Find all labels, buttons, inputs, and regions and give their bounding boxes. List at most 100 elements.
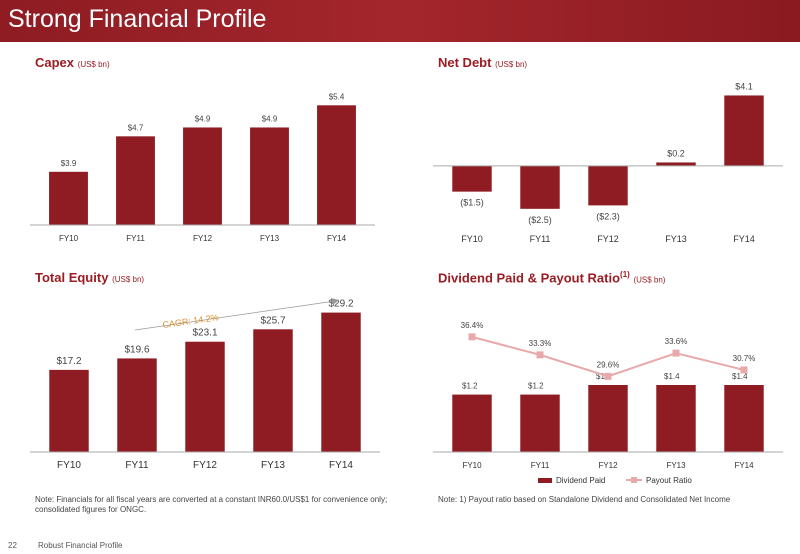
total-equity-title: Total Equity (US$ bn) — [35, 270, 144, 285]
page-number: 22 — [8, 541, 17, 550]
x-tick-fy14: FY14 — [733, 234, 755, 244]
dividend-bar-fy13 — [656, 385, 696, 452]
x-tick-fy10: FY10 — [462, 461, 482, 470]
payout-marker-fy14 — [740, 366, 748, 374]
dividend-bar-fy10 — [452, 394, 492, 452]
dividend-label-fy11: $1.2 — [528, 382, 544, 391]
payout-marker-fy10 — [468, 333, 476, 341]
bar-fy11 — [116, 136, 155, 225]
data-label-fy12: $23.1 — [192, 328, 217, 339]
data-label-fy10: ($1.5) — [460, 198, 484, 208]
dividend-bar-fy11 — [520, 394, 560, 452]
data-label-fy10: $3.9 — [61, 159, 77, 168]
net-debt-chart: ($1.5) FY10 ($2.5) FY11 ($2.3) FY12 $0.2 FY13 $4… — [433, 81, 783, 244]
payout-marker-fy12 — [604, 372, 612, 380]
bar-fy10 — [49, 171, 88, 225]
note-left: Note: Financials for all fiscal years ar… — [35, 495, 388, 514]
slide-title: Strong Financial Profile — [8, 5, 267, 33]
payout-marker-fy13 — [672, 349, 680, 357]
legend-swatch-dividend — [538, 478, 552, 483]
x-tick-fy10: FY10 — [461, 234, 483, 244]
capex-title-text: Capex — [35, 55, 75, 70]
slide-header: Strong Financial Profile — [0, 0, 800, 42]
bar-fy13 — [250, 127, 289, 225]
data-label-fy14: $4.1 — [735, 81, 753, 91]
x-tick-fy10: FY10 — [59, 234, 79, 243]
data-label-fy11: $19.6 — [124, 344, 149, 355]
x-tick-fy10: FY10 — [57, 460, 81, 471]
dividend-bar-fy14 — [724, 385, 764, 452]
bar-fy12 — [183, 127, 222, 225]
legend-swatch-payout — [631, 477, 637, 483]
x-tick-fy14: FY14 — [329, 460, 353, 471]
total-equity-chart: $17.2 FY10 $19.6 FY11 $23.1 FY12 $25.7 FY13 $29.… — [30, 298, 380, 471]
x-tick-fy12: FY12 — [193, 460, 217, 471]
net-debt-unit: (US$ bn) — [495, 60, 528, 69]
dividend-label-fy10: $1.2 — [462, 382, 478, 391]
x-tick-fy11: FY11 — [126, 234, 145, 243]
x-tick-fy13: FY13 — [665, 234, 687, 244]
bar-fy12 — [185, 341, 225, 452]
footer-text: Robust Financial Profile — [38, 541, 123, 550]
data-label-fy13: $4.9 — [262, 114, 278, 123]
x-tick-fy14: FY14 — [734, 461, 754, 470]
capex-title: Capex (US$ bn) — [35, 55, 110, 70]
x-tick-fy11: FY11 — [530, 234, 551, 244]
x-tick-fy11: FY11 — [125, 460, 149, 471]
data-label-fy10: $17.2 — [56, 356, 81, 367]
x-tick-fy13: FY13 — [261, 460, 285, 471]
x-tick-fy13: FY13 — [260, 234, 280, 243]
note-right: Note: 1) Payout ratio based on Standalon… — [438, 495, 731, 504]
payout-label-fy10: 36.4% — [461, 321, 484, 330]
data-label-fy11: ($2.5) — [528, 215, 552, 225]
total-equity-title-text: Total Equity — [35, 270, 109, 285]
dividend-title: Dividend Paid & Payout Ratio(1) (US$ bn) — [438, 270, 665, 285]
data-label-fy13: $25.7 — [260, 315, 285, 326]
cagr-arrow-line — [134, 300, 336, 331]
dividend-label-fy12: $1.4 — [596, 372, 612, 381]
x-tick-fy12: FY12 — [193, 234, 213, 243]
payout-label-fy13: 33.6% — [665, 337, 688, 346]
capex-unit: (US$ bn) — [77, 60, 110, 69]
net-debt-title: Net Debt (US$ bn) — [438, 55, 527, 70]
dividend-chart: $1.2 FY10 $1.2 FY11 $1.4 FY12 $1.4 FY13 $1.4 FY14… — [433, 321, 783, 485]
dividend-title-footnote: (1) — [620, 270, 630, 279]
bar-fy14 — [724, 95, 764, 166]
bar-fy12 — [588, 165, 628, 206]
data-label-fy14: $5.4 — [329, 92, 345, 101]
payout-label-fy11: 33.3% — [529, 339, 552, 348]
bar-fy11 — [520, 165, 560, 209]
dividend-bar-fy12 — [588, 385, 628, 452]
data-label-fy14: $29.2 — [328, 299, 353, 310]
x-tick-fy14: FY14 — [327, 234, 347, 243]
bar-fy14 — [317, 105, 356, 225]
bar-fy10 — [49, 369, 89, 452]
dividend-unit: (US$ bn) — [633, 275, 666, 285]
bar-fy14 — [321, 312, 361, 452]
x-tick-fy11: FY11 — [531, 461, 550, 470]
data-label-fy12: $4.9 — [195, 114, 211, 123]
x-tick-fy12: FY12 — [598, 461, 618, 470]
payout-label-fy14: 30.7% — [733, 354, 756, 363]
net-debt-title-text: Net Debt — [438, 55, 492, 70]
x-tick-fy12: FY12 — [597, 234, 619, 244]
x-tick-fy13: FY13 — [666, 461, 686, 470]
data-label-fy11: $4.7 — [128, 123, 144, 132]
dividend-label-fy14: $1.4 — [732, 372, 748, 381]
data-label-fy12: ($2.3) — [596, 211, 620, 221]
payout-marker-fy11 — [536, 351, 544, 359]
data-label-fy13: $0.2 — [667, 148, 685, 158]
capex-chart: $3.9 FY10 $4.7 FY11 $4.9 FY12 $4.9 FY13 $5.4 FY14 — [30, 92, 375, 243]
bar-fy10 — [452, 165, 492, 192]
legend-label-dividend: Dividend Paid — [556, 476, 605, 485]
cagr-arrow-head — [331, 298, 339, 305]
bar-fy11 — [117, 358, 157, 452]
bar-fy13 — [656, 162, 696, 166]
total-equity-unit: (US$ bn) — [112, 275, 145, 284]
payout-ratio-line — [471, 335, 745, 378]
bar-fy13 — [253, 329, 293, 452]
legend-label-payout: Payout Ratio — [646, 476, 692, 485]
dividend-label-fy13: $1.4 — [664, 372, 680, 381]
dividend-title-text: Dividend Paid & Payout Ratio — [438, 270, 621, 286]
payout-label-fy12: 29.6% — [597, 360, 620, 369]
